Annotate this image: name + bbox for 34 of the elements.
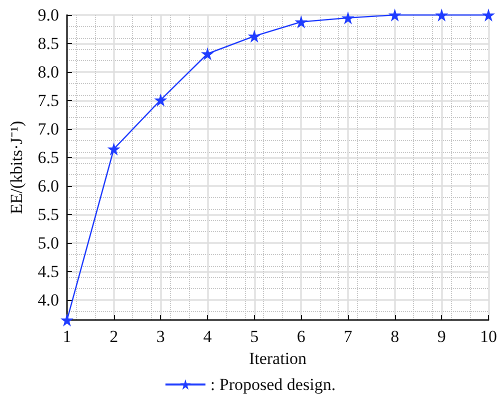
point (248, 30, 261, 43)
y-tick-label: 8.0 (38, 62, 59, 82)
y-tick-label: 6.5 (38, 148, 59, 168)
x-axis-title: Iteration (248, 349, 308, 368)
x-tick-label: 4 (203, 327, 212, 346)
x-tick-label: 3 (156, 327, 165, 346)
y-tick-label: 5.5 (38, 205, 59, 224)
y-tick-label: 7.5 (38, 91, 59, 110)
point (482, 8, 495, 22)
x-tick-label: 8 (390, 327, 400, 346)
x-tick-label: 5 (250, 327, 259, 346)
x-tick-label: 1 (62, 327, 72, 346)
y-tick-label: 4.0 (38, 290, 59, 310)
legend-label: : Proposed design. (210, 375, 336, 394)
x-tick-label: 9 (437, 327, 446, 346)
y-tick-label: 5.0 (38, 234, 59, 253)
point (107, 142, 120, 156)
x-tick-label: 7 (344, 327, 353, 346)
x-tick-label: 10 (480, 327, 497, 346)
point (342, 11, 354, 24)
point (294, 15, 308, 28)
y-axis-title: EE/(kbits·J⁻¹) (7, 120, 26, 214)
point (388, 8, 402, 22)
y-tick-label: 6.0 (38, 176, 59, 196)
point (60, 314, 74, 326)
x-tick-label: 2 (110, 327, 118, 346)
point (201, 47, 214, 60)
y-tick-label: 9.0 (38, 6, 59, 24)
y-tick-label: 8.5 (38, 34, 59, 54)
point (435, 8, 448, 22)
y-tick-label: 7.0 (38, 120, 59, 139)
y-tick-label: 4.5 (38, 262, 59, 282)
point (154, 93, 168, 106)
x-tick-label: 6 (296, 327, 306, 346)
